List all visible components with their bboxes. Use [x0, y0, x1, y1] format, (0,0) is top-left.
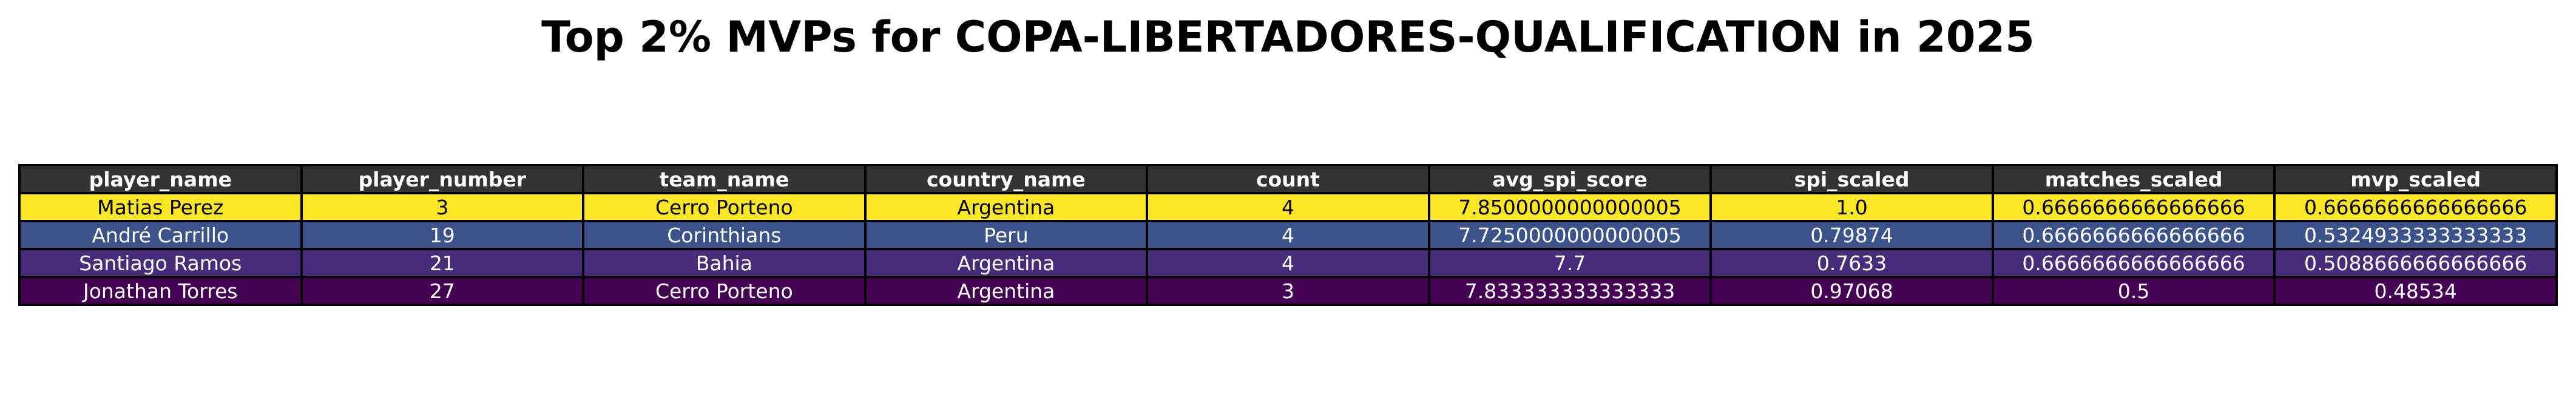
- column-header: player_number: [300, 164, 585, 194]
- table-cell: Santiago Ramos: [18, 248, 303, 278]
- column-header: country_name: [864, 164, 1149, 194]
- header-row: player_name player_number team_name coun…: [18, 164, 2558, 194]
- column-header: mvp_scaled: [2273, 164, 2558, 194]
- column-header: spi_scaled: [1709, 164, 1994, 194]
- column-header: player_name: [18, 164, 303, 194]
- table-cell: Argentina: [864, 192, 1149, 222]
- table-cell: 0.6666666666666666: [1991, 192, 2276, 222]
- table-cell: Peru: [864, 220, 1149, 250]
- table-cell: 7.7: [1427, 248, 1712, 278]
- table-row: Santiago Ramos 21 Bahia Argentina 4 7.7 …: [18, 248, 2558, 278]
- table-cell: 4: [1146, 192, 1430, 222]
- table-cell: 4: [1146, 220, 1430, 250]
- table-cell: 0.7633: [1709, 248, 1994, 278]
- column-header: avg_spi_score: [1427, 164, 1712, 194]
- table-cell: 0.6666666666666666: [1991, 248, 2276, 278]
- table-cell: 0.5324933333333333: [2273, 220, 2558, 250]
- table-cell: 4: [1146, 248, 1430, 278]
- column-header: matches_scaled: [1991, 164, 2276, 194]
- table-cell: 7.833333333333333: [1427, 276, 1712, 306]
- table-cell: 3: [1146, 276, 1430, 306]
- table-cell: Jonathan Torres: [18, 276, 303, 306]
- table-cell: 0.48534: [2273, 276, 2558, 306]
- column-header: team_name: [582, 164, 867, 194]
- table-cell: 7.8500000000000005: [1427, 192, 1712, 222]
- table-cell: 3: [300, 192, 585, 222]
- table-cell: Corinthians: [582, 220, 867, 250]
- table-cell: 0.79874: [1709, 220, 1994, 250]
- table-cell: Argentina: [864, 276, 1149, 306]
- table-cell: André Carrillo: [18, 220, 303, 250]
- table-cell: Argentina: [864, 248, 1149, 278]
- table-row: André Carrillo 19 Corinthians Peru 4 7.7…: [18, 220, 2558, 250]
- table-cell: 0.97068: [1709, 276, 1994, 306]
- table-row: Jonathan Torres 27 Cerro Porteno Argenti…: [18, 276, 2558, 306]
- table-row: Matias Perez 3 Cerro Porteno Argentina 4…: [18, 192, 2558, 222]
- table-cell: 7.7250000000000005: [1427, 220, 1712, 250]
- table-cell: 0.5: [1991, 276, 2276, 306]
- table-cell: Matias Perez: [18, 192, 303, 222]
- table-cell: 1.0: [1709, 192, 1994, 222]
- column-header: count: [1146, 164, 1430, 194]
- table-cell: 0.6666666666666666: [1991, 220, 2276, 250]
- table-cell: 27: [300, 276, 585, 306]
- table-cell: Bahia: [582, 248, 867, 278]
- table-cell: Cerro Porteno: [582, 276, 867, 306]
- table-cell: 19: [300, 220, 585, 250]
- mvp-table: player_name player_number team_name coun…: [18, 164, 2558, 306]
- chart-title: Top 2% MVPs for COPA-LIBERTADORES-QUALIF…: [541, 12, 2035, 62]
- table-cell: Cerro Porteno: [582, 192, 867, 222]
- table-cell: 0.5088666666666666: [2273, 248, 2558, 278]
- table-cell: 0.6666666666666666: [2273, 192, 2558, 222]
- table-cell: 21: [300, 248, 585, 278]
